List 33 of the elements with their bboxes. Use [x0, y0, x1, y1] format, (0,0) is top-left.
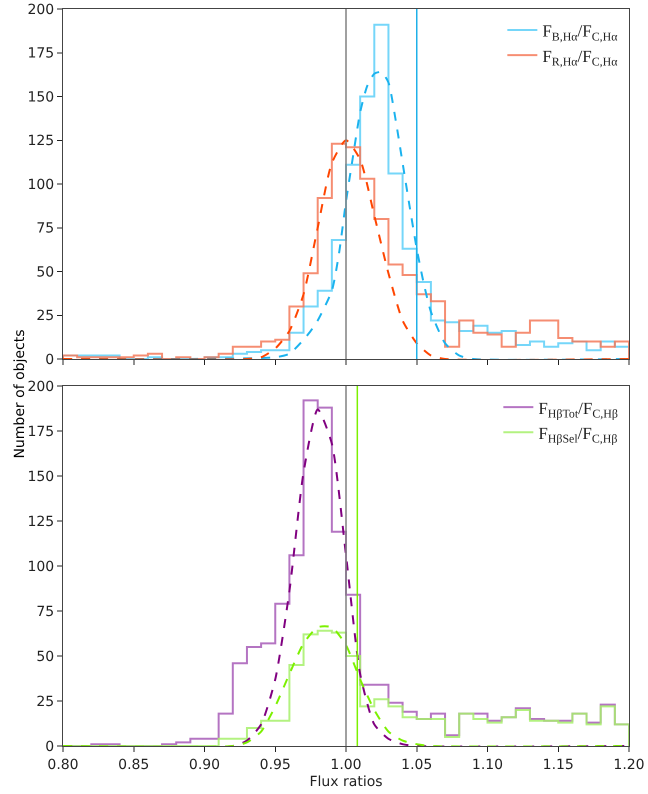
x-axis-title: Flux ratios: [309, 774, 383, 790]
y-tick-label: 175: [27, 46, 54, 62]
y-axis-title: Number of objects: [12, 328, 28, 461]
x-tick-label: 1.10: [472, 756, 504, 773]
y-tick-label: 75: [36, 220, 54, 237]
legend-label: F$_{HβSel}$/F$_{C,Hβ}$: [538, 424, 618, 446]
y-tick-label: 175: [27, 424, 54, 440]
y-tick-label: 200: [27, 378, 54, 395]
x-tick-label: 1.20: [613, 756, 645, 773]
y-tick-label: 150: [27, 89, 54, 106]
x-tick-label: 0.85: [118, 756, 150, 773]
x-tick-label: 1.15: [542, 756, 574, 773]
y-tick-label: 200: [27, 2, 54, 18]
y-tick-label: 25: [36, 308, 54, 324]
legend-label: F$_{R,Hα}$/F$_{C,Hα}$: [542, 46, 618, 68]
x-tick-label: 0.90: [188, 756, 220, 773]
y-tick-label: 0: [45, 738, 54, 755]
x-tick-label: 0.95: [260, 756, 291, 773]
y-tick-label: 25: [36, 694, 54, 710]
y-tick-label: 0: [45, 352, 54, 368]
x-tick-label: 1.05: [401, 756, 432, 773]
x-tick-label: 1.00: [330, 756, 362, 773]
y-tick-label: 75: [36, 604, 54, 620]
y-tick-label: 100: [27, 558, 54, 575]
legend-label: F$_{B,Hα}$/F$_{C,Hα}$: [542, 22, 618, 44]
x-tick-label: 0.80: [47, 756, 79, 773]
y-tick-label: 50: [36, 648, 54, 665]
y-tick-label: 50: [36, 264, 54, 280]
y-tick-label: 125: [27, 133, 54, 150]
y-tick-label: 150: [27, 468, 54, 485]
y-tick-label: 100: [27, 176, 54, 193]
legend-label: F$_{HβTot}$/F$_{C,Hβ}$: [538, 398, 618, 420]
y-tick-label: 125: [27, 514, 54, 530]
